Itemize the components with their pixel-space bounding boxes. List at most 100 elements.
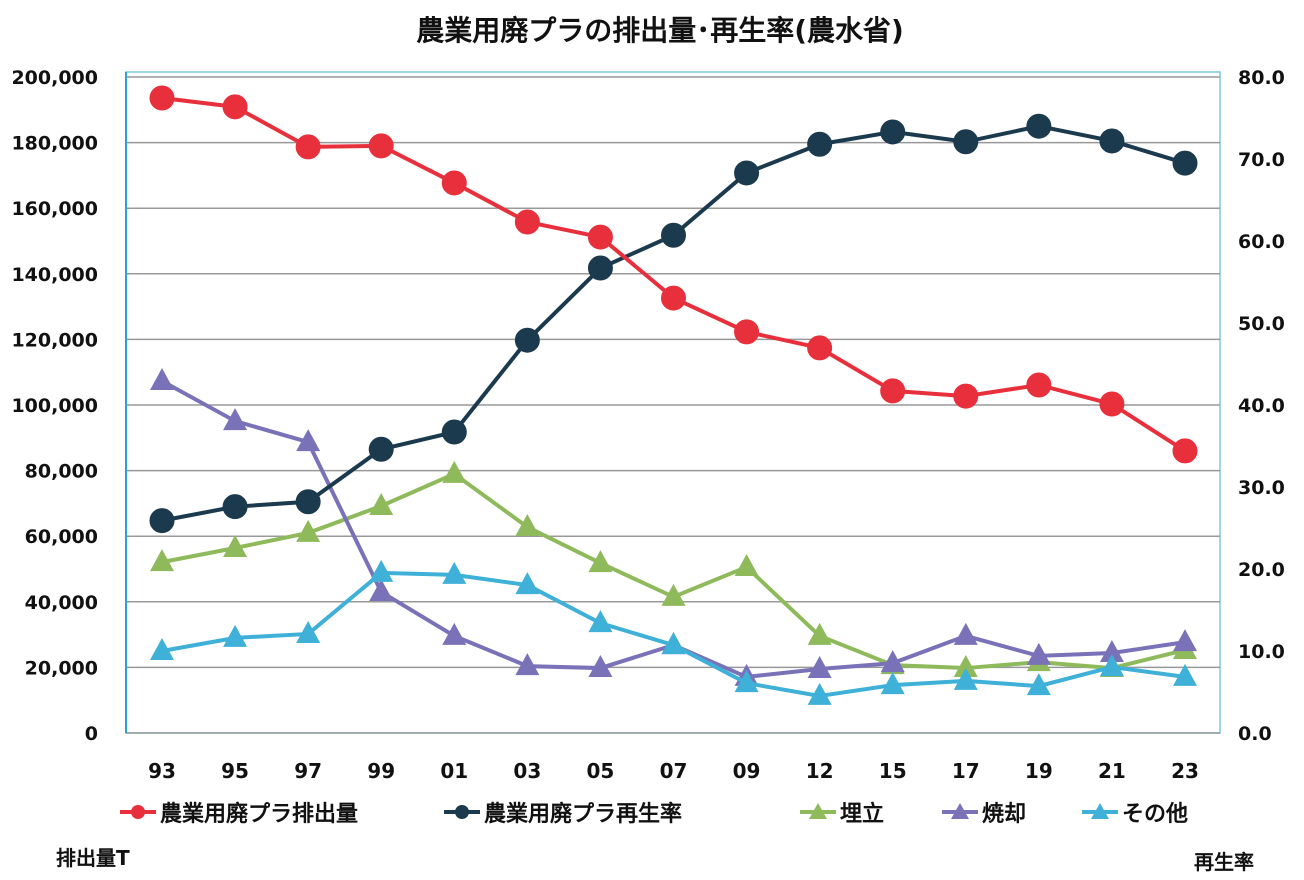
data-point <box>1099 654 1124 677</box>
data-point <box>368 436 394 462</box>
data-point <box>734 554 759 577</box>
data-point <box>953 129 979 155</box>
data-point <box>369 559 394 582</box>
legend-marker-icon <box>1082 803 1118 819</box>
data-point <box>149 508 175 534</box>
data-point <box>953 622 978 645</box>
legend-item: 焼却 <box>940 796 1026 828</box>
data-point <box>807 622 832 645</box>
legend-item: 埋立 <box>798 796 884 828</box>
data-point <box>296 519 321 542</box>
data-point <box>222 94 248 120</box>
data-point <box>150 549 174 572</box>
data-point <box>1026 113 1052 139</box>
data-point <box>369 578 394 601</box>
data-point <box>1173 629 1197 652</box>
left-tick-label: 60,000 <box>25 526 98 548</box>
series-0 <box>149 85 1198 464</box>
data-point <box>588 610 613 633</box>
data-point <box>661 583 686 606</box>
data-point <box>515 653 540 676</box>
data-point <box>661 632 686 655</box>
x-tick-label: 01 <box>440 759 468 783</box>
data-point <box>1172 438 1198 464</box>
data-point <box>1026 673 1051 696</box>
left-tick-label: 40,000 <box>25 592 98 614</box>
x-tick-label: 17 <box>952 759 980 783</box>
legend-marker-icon <box>800 803 836 819</box>
data-point <box>514 327 540 353</box>
data-point <box>150 638 174 660</box>
data-point <box>953 667 978 690</box>
data-point <box>661 222 686 248</box>
right-tick-label: 50.0 <box>1238 313 1285 335</box>
data-point <box>880 378 906 404</box>
legend-label: 農業用廃プラ排出量 <box>160 802 359 827</box>
data-point <box>149 85 175 111</box>
legend-marker-icon <box>120 805 156 819</box>
data-point <box>734 670 759 693</box>
data-point <box>223 535 248 558</box>
axes: 0 20,000 40,000 60,000 80,000 100,000 120,000 1… <box>11 67 1284 783</box>
x-tick-label: 95 <box>221 759 249 783</box>
series-group <box>149 85 1198 705</box>
x-tick-label: 07 <box>660 759 688 783</box>
legend-label: 焼却 <box>982 802 1027 827</box>
data-point <box>515 514 540 537</box>
x-tick-label: 19 <box>1025 759 1053 783</box>
x-tick-label: 05 <box>587 759 615 783</box>
data-point <box>296 429 321 452</box>
left-tick-label: 160,000 <box>11 198 98 220</box>
data-point <box>1026 372 1052 398</box>
data-point <box>442 460 467 483</box>
legend-marker-icon <box>942 803 978 819</box>
x-tick-label: 23 <box>1171 759 1199 783</box>
series-4 <box>150 559 1197 705</box>
right-tick-label: 0.0 <box>1238 723 1272 745</box>
left-tick-label: 200,000 <box>11 67 98 89</box>
data-point <box>661 285 686 311</box>
legend-marker-icon <box>444 805 480 819</box>
right-tick-label: 30.0 <box>1238 477 1285 499</box>
right-axis-label: 再生率 <box>1194 850 1254 874</box>
x-tick-label: 09 <box>733 759 761 783</box>
left-tick-label: 180,000 <box>11 133 98 155</box>
data-point <box>807 682 832 705</box>
data-point <box>1172 150 1198 176</box>
left-tick-label: 120,000 <box>11 329 98 351</box>
data-point <box>588 655 613 678</box>
right-tick-label: 40.0 <box>1238 395 1285 417</box>
chart-title: 農業用廃プラの排出量･再生率(農水省) <box>416 14 904 47</box>
data-point <box>880 119 906 145</box>
data-point <box>807 656 832 679</box>
data-point <box>1026 642 1051 665</box>
data-point <box>587 224 613 250</box>
x-tick-label: 12 <box>806 759 834 783</box>
data-point <box>441 419 467 445</box>
left-tick-label: 100,000 <box>11 395 98 417</box>
x-tick-label: 97 <box>294 759 322 783</box>
data-point <box>1099 391 1125 417</box>
legend-item: 農業用廃プラ排出量 <box>118 796 358 828</box>
data-point <box>807 335 833 361</box>
legend-item: その他 <box>1080 796 1188 828</box>
right-tick-label: 60.0 <box>1238 231 1285 253</box>
data-point <box>880 672 905 695</box>
data-point <box>296 620 321 643</box>
data-point <box>807 131 833 157</box>
left-tick-label: 140,000 <box>11 264 98 286</box>
right-tick-label: 70.0 <box>1238 149 1285 171</box>
right-tick-label: 80.0 <box>1238 67 1285 89</box>
legend-label: 埋立 <box>840 802 885 827</box>
data-point <box>588 550 613 573</box>
data-point <box>1173 663 1197 686</box>
data-point <box>222 494 248 520</box>
right-tick-label: 10.0 <box>1238 641 1285 663</box>
data-point <box>150 368 174 391</box>
data-point <box>223 408 248 431</box>
x-tick-label: 15 <box>879 759 907 783</box>
data-point <box>295 489 321 515</box>
data-point <box>368 133 394 159</box>
data-point <box>953 655 978 678</box>
